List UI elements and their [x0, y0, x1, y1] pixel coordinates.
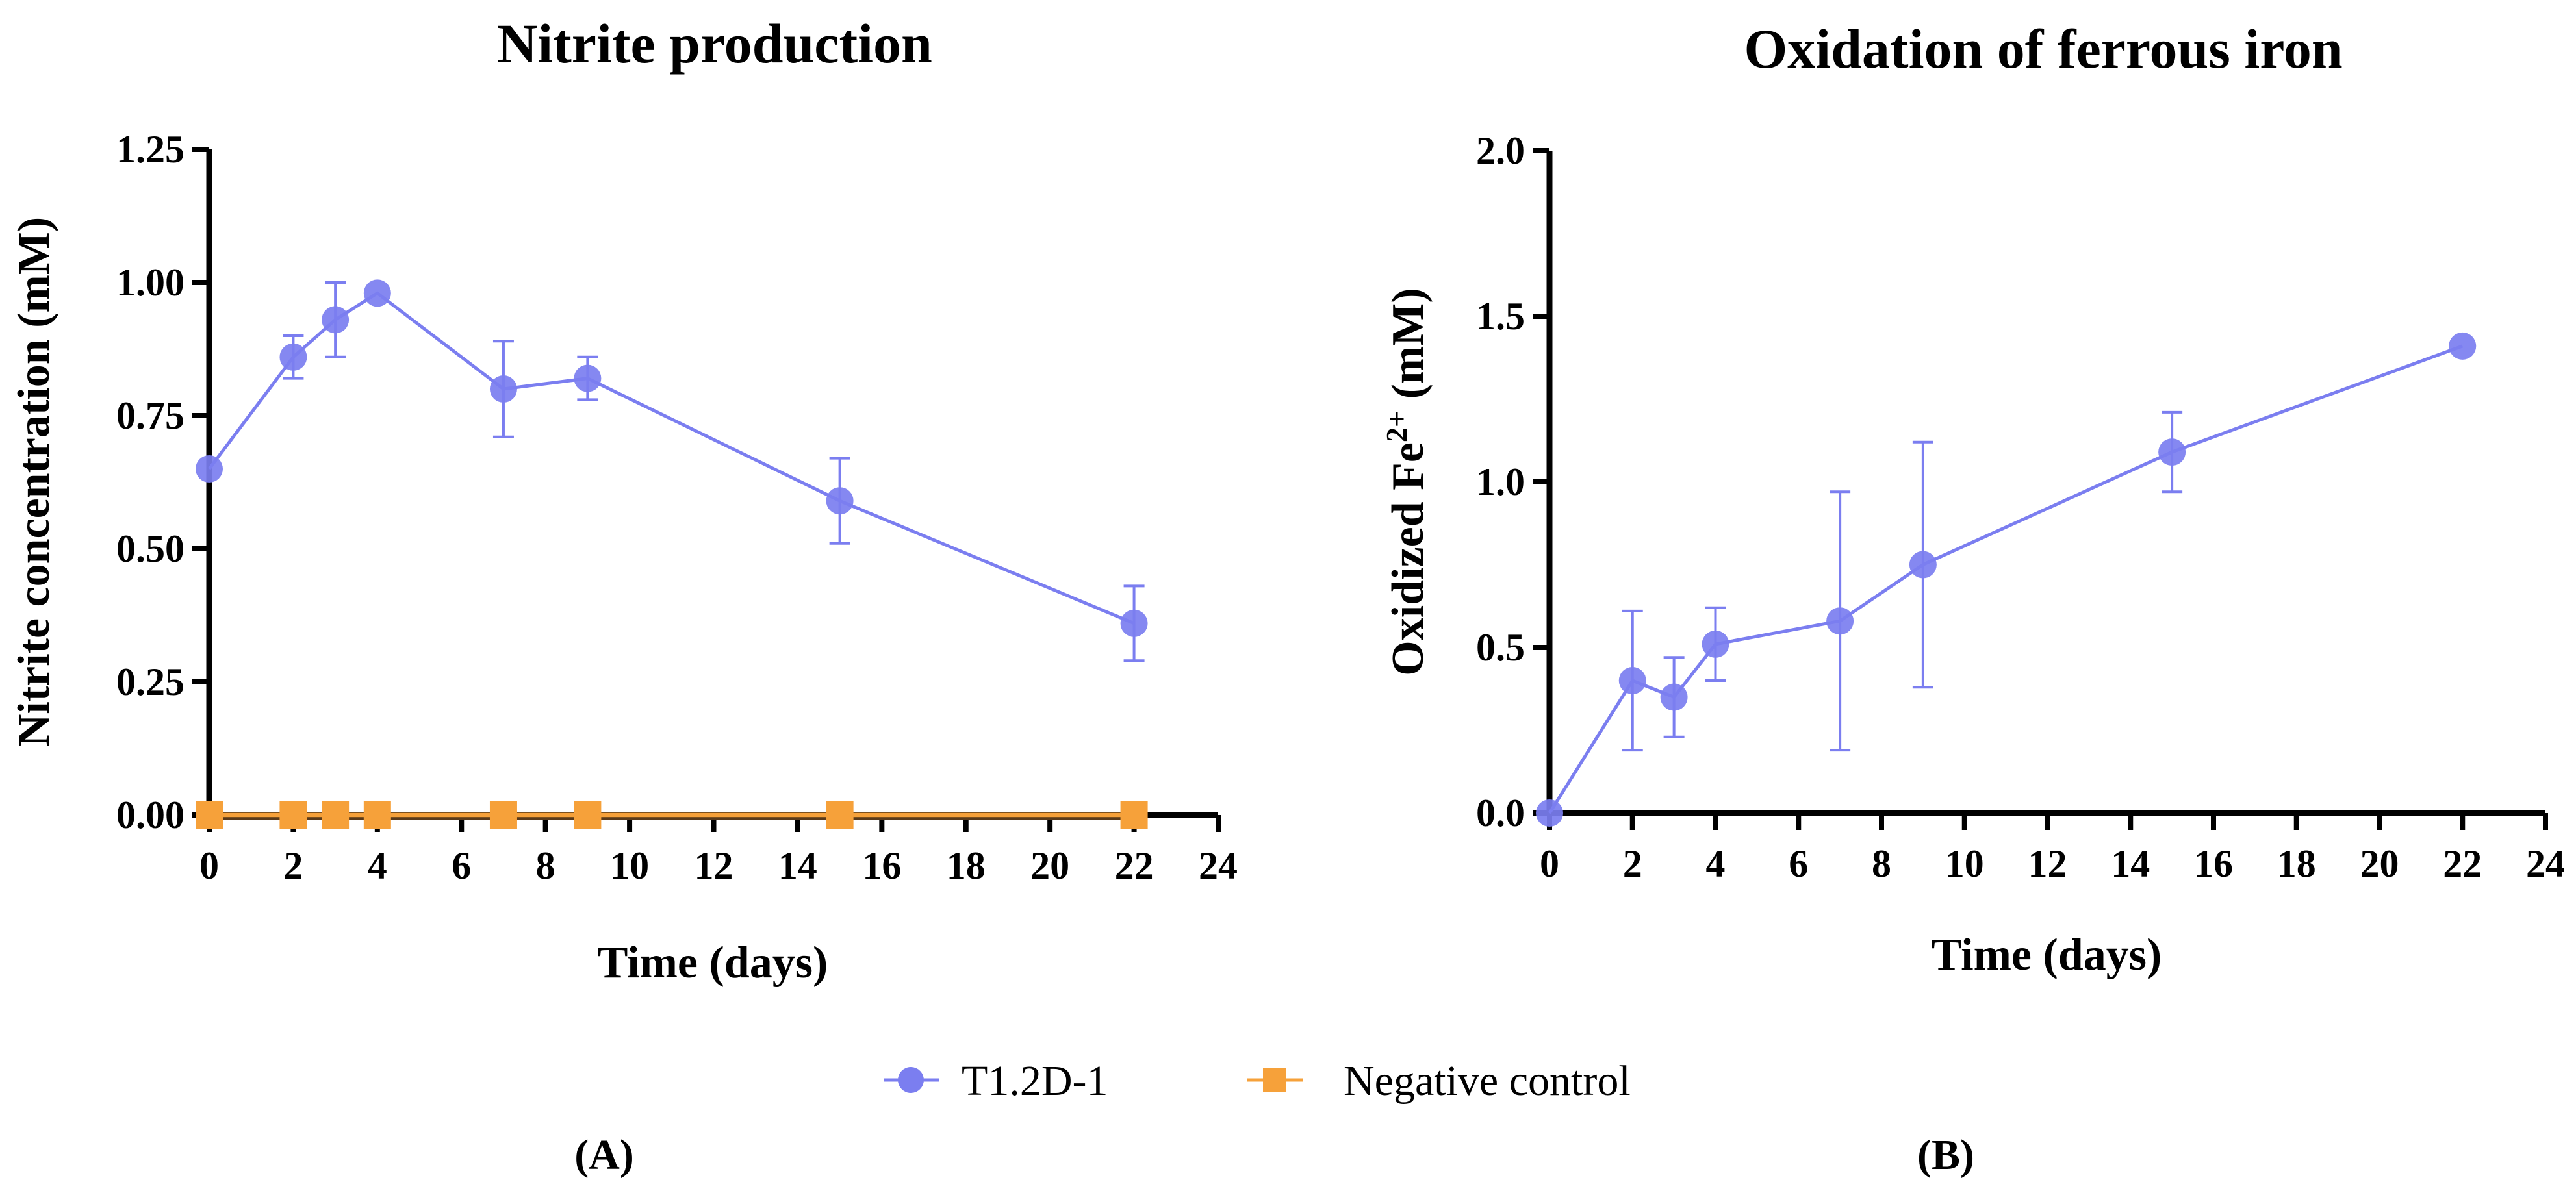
chart-b-y-axis-label: Oxidized Fe2+ (mM) [1380, 288, 1434, 675]
chart-a-series-negative-control [196, 801, 1148, 829]
chart-a-x-tick-label: 8 [536, 844, 555, 887]
chart-b-data-point [2449, 332, 2477, 360]
chart-a-axes [206, 149, 1218, 818]
chart-a-data-point [322, 306, 350, 334]
chart-a-t12d1-line [208, 291, 1135, 625]
legend: T1.2D-1 Negative control [884, 1057, 1631, 1105]
chart-a-y-tick-label: 1.00 [116, 261, 185, 304]
chart-a-control-point [489, 801, 517, 829]
chart-b-x-ticks: 0 2 4 6 8 10 12 14 16 18 20 22 24 [1540, 813, 2565, 885]
chart-b-x-tick-label: 4 [1706, 842, 1726, 885]
chart-b-y-tick-label: 1.5 [1476, 295, 1525, 338]
chart-b-data-point [1826, 607, 1854, 635]
chart-a-x-tick-label: 4 [368, 844, 387, 887]
chart-a-data-point [574, 364, 602, 392]
chart-b-y-ticks: 0.0 0.5 1.0 1.5 2.0 [1476, 129, 1549, 835]
chart-panel-b: Oxidation of ferrous iron 0.0 0.5 1.0 1.5 2.… [1380, 18, 2566, 980]
chart-b-data-point [1660, 683, 1688, 711]
chart-a-control-point [196, 801, 223, 829]
chart-b-x-tick-label: 8 [1872, 842, 1891, 885]
chart-a-data-point [1120, 609, 1148, 637]
chart-a-control-point [322, 801, 350, 829]
chart-a-data-point [826, 487, 854, 515]
chart-b-series [1536, 332, 2477, 827]
chart-b-x-tick-label: 12 [2028, 842, 2067, 885]
chart-a-title: Nitrite production [497, 12, 932, 75]
chart-b-y-tick-label: 0.5 [1476, 626, 1525, 669]
chart-b-x-tick-label: 20 [2360, 842, 2399, 885]
chart-a-x-axis-label: Time (days) [598, 938, 828, 988]
legend-negative-label: Negative control [1344, 1057, 1631, 1105]
chart-a-control-point [363, 801, 391, 829]
chart-b-x-tick-label: 18 [2277, 842, 2316, 885]
chart-a-y-axis-label: Nitrite concentration (mM) [9, 217, 59, 747]
chart-b-title: Oxidation of ferrous iron [1744, 18, 2342, 80]
chart-a-x-tick-label: 0 [199, 844, 219, 887]
chart-b-data-point [1702, 630, 1729, 658]
chart-a-x-tick-label: 10 [610, 844, 649, 887]
chart-b-series-t12d1 [1536, 332, 2477, 827]
chart-a-x-tick-label: 22 [1115, 844, 1154, 887]
chart-a-y-tick-label: 0.00 [116, 794, 185, 836]
chart-b-x-tick-label: 14 [2111, 842, 2150, 885]
chart-b-x-tick-label: 10 [1945, 842, 1984, 885]
chart-b-y-axis-label-suffix: (mM) [1383, 288, 1433, 410]
chart-b-data-point [2158, 438, 2186, 466]
chart-a-control-point [279, 801, 307, 829]
legend-negative-square-icon [1263, 1068, 1286, 1092]
chart-a-y-tick-label: 0.50 [116, 527, 185, 570]
chart-a-data-point [279, 343, 307, 371]
chart-b-x-tick-label: 16 [2194, 842, 2233, 885]
legend-t12d1-label: T1.2D-1 [962, 1057, 1108, 1105]
chart-b-x-tick-label: 2 [1623, 842, 1642, 885]
chart-a-data-point [489, 375, 517, 403]
chart-a-x-tick-label: 6 [452, 844, 471, 887]
chart-b-x-tick-label: 6 [1789, 842, 1808, 885]
chart-a-data-point [363, 279, 391, 307]
chart-a-y-tick-label: 0.25 [116, 660, 185, 703]
chart-a-control-point [1120, 801, 1148, 829]
chart-a-x-tick-label: 16 [862, 844, 901, 887]
chart-a-data-point [196, 455, 223, 483]
chart-b-axes [1546, 151, 2545, 816]
panel-label-b: (B) [1917, 1131, 1974, 1179]
legend-item-t12d1: T1.2D-1 [884, 1057, 1108, 1105]
chart-b-y-tick-label: 2.0 [1476, 129, 1525, 172]
chart-a-control-point [574, 801, 602, 829]
chart-b-x-axis-label: Time (days) [1932, 930, 2162, 980]
chart-b-y-axis-label-superscript: 2+ [1380, 410, 1413, 442]
chart-b-y-axis-label-main: Oxidized Fe [1383, 442, 1433, 676]
chart-a-x-tick-label: 24 [1199, 844, 1238, 887]
chart-a-x-tick-label: 14 [778, 844, 817, 887]
chart-a-series [196, 279, 1148, 829]
chart-a-y-tick-label: 0.75 [116, 394, 185, 437]
chart-a-y-tick-label: 1.25 [116, 128, 185, 171]
chart-a-series-t12d1 [196, 279, 1148, 662]
panel-label-a: (A) [574, 1131, 634, 1179]
chart-a-x-tick-label: 20 [1030, 844, 1069, 887]
chart-b-x-tick-label: 0 [1540, 842, 1559, 885]
chart-a-x-tick-label: 18 [947, 844, 986, 887]
chart-a-x-ticks: 0 2 4 6 8 10 12 14 16 18 20 22 24 [199, 815, 1238, 887]
chart-a-control-point [826, 801, 854, 829]
chart-b-y-tick-label: 0.0 [1476, 792, 1525, 835]
chart-a-x-tick-label: 2 [283, 844, 303, 887]
chart-panel-a: Nitrite production 0.00 0.25 0.50 0.75 1.00 1… [9, 12, 1238, 988]
legend-t12d1-circle-icon [898, 1067, 924, 1093]
chart-b-data-point [1618, 667, 1646, 694]
legend-item-negative-control: Negative control [1247, 1057, 1631, 1105]
chart-b-data-point [1536, 799, 1563, 827]
chart-b-y-tick-label: 1.0 [1476, 460, 1525, 503]
chart-a-x-tick-label: 12 [695, 844, 733, 887]
chart-b-data-point [1909, 551, 1937, 579]
chart-b-x-tick-label: 22 [2443, 842, 2482, 885]
chart-a-y-ticks: 0.00 0.25 0.50 0.75 1.00 1.25 [116, 128, 209, 836]
chart-b-x-tick-label: 24 [2526, 842, 2565, 885]
chart-b-t12d1-line [1548, 344, 2464, 814]
